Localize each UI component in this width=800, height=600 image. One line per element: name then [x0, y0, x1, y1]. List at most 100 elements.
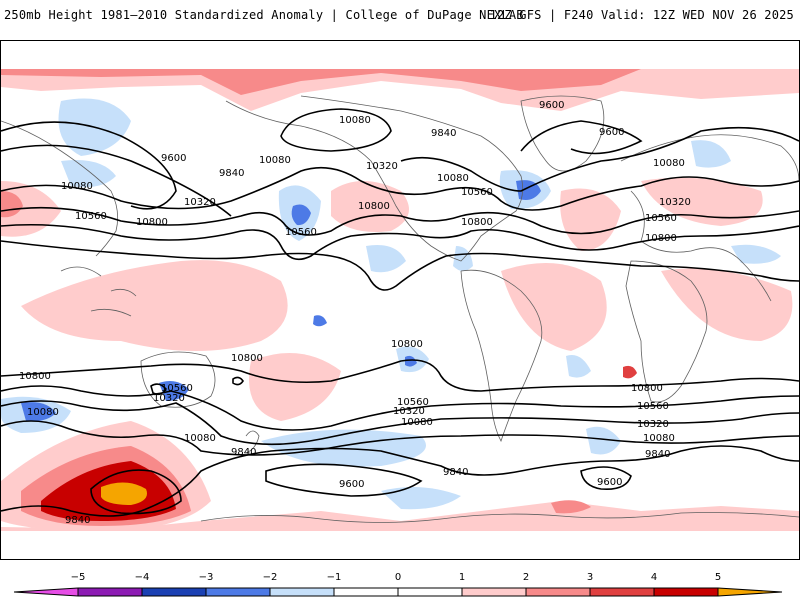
- contour-label: 10800: [19, 371, 51, 382]
- anomaly-area-east-asia-negative: [61, 160, 116, 188]
- contour-label: 10560: [161, 383, 193, 394]
- contour-10800-south: [1, 359, 799, 392]
- map-title: 250mb Height 1981–2010 Standardized Anom…: [4, 8, 524, 22]
- colorbar-tick-label: −1: [326, 572, 342, 583]
- contour-label: 10800: [231, 353, 263, 364]
- colorbar-swatch: [654, 588, 718, 596]
- colorbar-tick-label: 0: [394, 572, 402, 583]
- anomaly-map: 10080 9600 9840 10080 10320 10560 10800 …: [0, 40, 800, 560]
- anomaly-area-scandinavia-negative: [691, 140, 731, 168]
- colorbar-swatch: [78, 588, 142, 596]
- anomaly-area-mexico-negative: [366, 245, 406, 273]
- contour-label: 10560: [397, 397, 429, 408]
- anomaly-area-west-pacific-positive: [1, 181, 61, 237]
- contour-label: 9600: [597, 477, 622, 488]
- anomaly-area-south-pacific-positive: [249, 353, 341, 421]
- colorbar-ticks: [13, 587, 783, 597]
- coast-new-zealand: [245, 430, 260, 454]
- anomaly-area-north-atlantic-positive: [560, 188, 621, 251]
- anomaly-area-antarctic-positive: [1, 501, 799, 531]
- header: 250mb Height 1981–2010 Standardized Anom…: [0, 0, 800, 34]
- colorbar-tick-label: 4: [650, 572, 658, 583]
- anomaly-area-india-negative: [731, 244, 781, 264]
- contour-label: 10560: [637, 401, 669, 412]
- anomaly-area-southern-indian-positive-4: [101, 482, 147, 505]
- coast-greenland: [520, 95, 605, 172]
- coast-antarctica: [200, 512, 799, 523]
- contour-label: 10560: [285, 227, 317, 238]
- colorbar-swatch: [462, 588, 526, 596]
- contour-label: 9840: [431, 128, 456, 139]
- anomaly-area-europe-positive: [641, 177, 763, 226]
- colorbar-swatch: [526, 588, 590, 596]
- contour-label: 10800: [136, 217, 168, 228]
- anomaly-area-east-pacific-negative-2: [405, 355, 417, 367]
- coast-north-america: [225, 95, 524, 262]
- contour-label: 10080: [437, 173, 469, 184]
- anomaly-shading: [1, 69, 799, 531]
- anomaly-area-tropics-positive-1: [21, 260, 288, 351]
- contour-label: 10080: [401, 417, 433, 428]
- colorbar-swatch: [590, 588, 654, 596]
- colorbar-arrow-right: [718, 588, 782, 596]
- contour-label: 10080: [259, 155, 291, 166]
- colorbar-tick-label: 2: [522, 572, 530, 583]
- contour-label: 10320: [637, 419, 669, 430]
- contour-label: 10800: [391, 339, 423, 350]
- anomaly-area-south-indian-negative-2: [21, 402, 56, 422]
- contour-label: 10560: [461, 187, 493, 198]
- contour-label: 10080: [27, 407, 59, 418]
- map-canvas: 10080 9600 9840 10080 10320 10560 10800 …: [1, 69, 799, 531]
- contour-10080-south: [1, 420, 799, 456]
- anomaly-area-south-atlantic-negative-2: [586, 426, 621, 455]
- contour-label: 10320: [393, 406, 425, 417]
- contour-label: 10320: [184, 197, 216, 208]
- model-run-info: 12Z GFS | F240 Valid: 12Z WED NOV 26 202…: [489, 8, 794, 22]
- colorbar-tick-label: −2: [262, 572, 278, 583]
- anomaly-area-southern-ocean-negative: [381, 487, 461, 510]
- contour-label: 9600: [599, 127, 624, 138]
- contour-9600-north: [1, 120, 643, 210]
- colorbar-tick-label: 1: [458, 572, 466, 583]
- contour-label: 10560: [75, 211, 107, 222]
- contour-label: 9840: [443, 467, 468, 478]
- colorbar-tick-label: 3: [586, 572, 594, 583]
- contour-small-ring-australia: [150, 383, 167, 396]
- contour-labels: 10080 9600 9840 10080 10320 10560 10800 …: [19, 100, 691, 526]
- contour-label: 10080: [184, 433, 216, 444]
- anomaly-area-arctic-positive-strong: [1, 69, 641, 95]
- contour-high-southern-indian: [90, 469, 182, 515]
- contour-label: 9840: [65, 515, 90, 526]
- coast-maritime-continent: [60, 266, 137, 317]
- contour-label: 10080: [61, 181, 93, 192]
- contour-10560-north: [1, 223, 799, 261]
- contour-arctic-high: [280, 108, 392, 152]
- contour-10800-loop: [232, 376, 244, 386]
- contour-label: 9840: [645, 449, 670, 460]
- anomaly-area-tropics-positive-3: [661, 268, 793, 341]
- contour-label: 10800: [358, 201, 390, 212]
- anomaly-area-south-atlantic-negative: [566, 355, 591, 378]
- contour-label: 10320: [659, 197, 691, 208]
- contour-label: 9600: [539, 100, 564, 111]
- contour-10320-south: [1, 400, 799, 446]
- anomaly-area-tropics-positive-2: [501, 263, 607, 351]
- coast-australia: [140, 351, 216, 408]
- coastlines: [1, 95, 799, 523]
- colorbar-swatches: [13, 587, 783, 597]
- contour-label: 10320: [366, 161, 398, 172]
- colorbar-swatch: [206, 588, 270, 596]
- contour-9840-north: [1, 126, 799, 217]
- contour-label: 10320: [153, 393, 185, 404]
- contour-label: 10800: [461, 217, 493, 228]
- colorbar-tick-label: 5: [714, 572, 722, 583]
- colorbar: −5 −4 −3 −2 −1 0 1 2 3 4 5: [0, 572, 800, 600]
- anomaly-area-south-atlantic-positive-small: [623, 365, 637, 379]
- colorbar-tick-label: −5: [70, 572, 86, 583]
- contour-10800-north: [1, 240, 799, 291]
- anomaly-area-gulf-alaska-negative-2: [291, 204, 311, 226]
- colorbar-tick-label: −3: [198, 572, 214, 583]
- colorbar-swatch: [270, 588, 334, 596]
- colorbar-swatch: [334, 588, 398, 596]
- contour-label: 9600: [339, 479, 364, 490]
